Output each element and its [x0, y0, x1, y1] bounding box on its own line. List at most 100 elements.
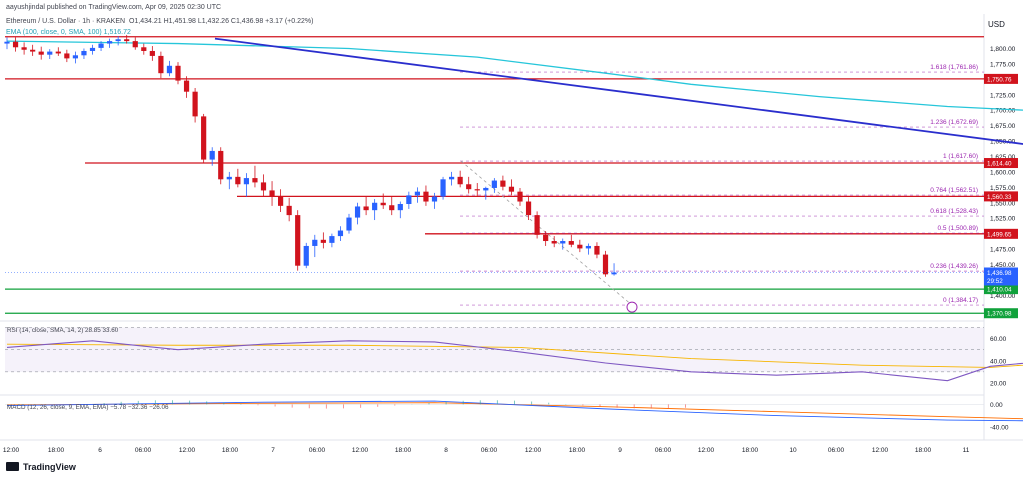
candle-body [602, 254, 609, 275]
candle-body [568, 241, 574, 245]
candle-body [354, 206, 361, 218]
candle-body [543, 234, 549, 242]
level-price-tag [984, 308, 1018, 319]
time-axis-tick-label: 12:00 [352, 447, 369, 454]
time-axis-tick-label: 10 [789, 447, 797, 454]
candle-body [525, 201, 532, 216]
level-price-tag [984, 228, 1018, 239]
price-axis-tick-label: 1,450.00 [990, 262, 1016, 269]
macd-legend: MACD (12, 26, close, 9, EMA, EMA) −5.78 … [7, 404, 169, 411]
level-price-tag [984, 158, 1018, 169]
time-axis-tick-label: 7 [271, 447, 275, 454]
candle-body [389, 205, 395, 211]
time-axis-tick-label: 18:00 [395, 447, 412, 454]
candle-body [500, 180, 506, 187]
candle-body [47, 51, 53, 55]
time-axis-tick-label: 06:00 [828, 447, 845, 454]
candle-body [431, 196, 438, 202]
fib-level-label: 0.618 (1,528.43) [930, 208, 978, 215]
candle-body [252, 178, 258, 183]
time-axis-tick-label: 12:00 [3, 447, 20, 454]
macd-line [6, 400, 1023, 422]
level-price-tag-label: 1,499.65 [987, 231, 1012, 238]
candle-body [517, 191, 523, 202]
price-axis-tick-label: 1,625.00 [990, 154, 1016, 161]
ohlc-values: O1,434.21 H1,451.98 L1,432.26 C1,436.98 … [128, 18, 314, 25]
tradingview-logo-text: TradingView [23, 462, 76, 472]
rsi-axis-tick-label: 60.00 [990, 336, 1007, 343]
candle-body [440, 179, 446, 197]
candle-body [183, 80, 190, 92]
rsi-axis-tick-label: 40.00 [990, 358, 1007, 365]
candle-body [611, 272, 617, 275]
candle-body [243, 178, 249, 185]
macd-axis-tick-label: 0.00 [990, 402, 1003, 409]
tradingview-logo: TradingView [6, 462, 76, 472]
level-price-tag [984, 284, 1018, 295]
level-price-tag-label: 1,750.76 [987, 76, 1012, 83]
time-axis-tick-label: 11 [963, 447, 970, 454]
fib-level-label: 1.236 (1,672.69) [930, 119, 978, 126]
currency-label[interactable]: USD [988, 20, 1005, 29]
candle-body [397, 204, 403, 211]
ema-100-line [6, 40, 1023, 111]
candle-body [312, 239, 318, 246]
candle-body [295, 215, 301, 266]
fib-connector-line [460, 160, 633, 306]
candle-body [508, 186, 515, 192]
candle-body [423, 191, 429, 202]
time-axis-tick-label: 06:00 [309, 447, 326, 454]
time-axis-tick-label: 18:00 [915, 447, 932, 454]
candle-body [158, 55, 164, 74]
price-axis-tick-label: 1,800.00 [990, 46, 1016, 53]
time-axis-tick-label: 12:00 [525, 447, 542, 454]
level-price-tag-label: 1,560.33 [987, 194, 1012, 201]
rsi-axis-tick-label: 20.00 [990, 380, 1007, 387]
fib-level-label: 1 (1,617.60) [943, 153, 978, 160]
candle-body [72, 55, 78, 59]
price-axis-tick-label: 1,775.00 [990, 61, 1016, 68]
candle-body [337, 230, 344, 237]
symbol-ohlc-line: Ethereum / U.S. Dollar · 1h · KRAKEN O1,… [6, 18, 313, 25]
level-price-tag [984, 191, 1018, 202]
time-axis-tick-label: 18:00 [222, 447, 239, 454]
candle-body [166, 65, 173, 74]
price-axis-tick-label: 1,675.00 [990, 123, 1016, 130]
candle-body [329, 236, 335, 243]
candle-body [235, 176, 241, 185]
candle-body [414, 191, 420, 196]
time-axis-tick-label: 12:00 [698, 447, 715, 454]
candle-body [64, 53, 70, 59]
time-axis-tick-label: 06:00 [135, 447, 152, 454]
candle-body [132, 41, 138, 48]
candle-body [124, 39, 130, 42]
fib-level-label: 1.618 (1,761.86) [930, 64, 978, 71]
candle-body [406, 195, 412, 204]
price-axis-tick-label: 1,475.00 [990, 247, 1016, 254]
time-axis-tick-label: 18:00 [569, 447, 586, 454]
published-note: aayushjindal published on TradingView.co… [6, 4, 222, 11]
macd-signal-line [6, 402, 1023, 420]
fib-level-label: 0.236 (1,439.26) [930, 263, 978, 270]
tradingview-logo-icon [6, 462, 19, 471]
candle-body [12, 41, 19, 48]
candle-body [260, 182, 267, 191]
candle-body [38, 51, 44, 55]
candle-body [30, 49, 36, 52]
ema-legend[interactable]: EMA (100, close, 0, SMA, 100) 1,516.72 [6, 29, 131, 36]
candle-body [483, 187, 489, 191]
time-axis-tick-label: 18:00 [742, 447, 759, 454]
candle-body [303, 245, 309, 266]
price-axis-tick-label: 1,725.00 [990, 92, 1016, 99]
candle-body [286, 205, 292, 216]
symbol-title[interactable]: Ethereum / U.S. Dollar · 1h · KRAKEN [6, 18, 126, 25]
candle-body [4, 41, 10, 44]
candle-body [278, 196, 284, 206]
time-axis-tick-label: 12:00 [872, 447, 889, 454]
rsi-signal-line [6, 343, 1023, 368]
level-price-tag-label: 1,614.40 [987, 161, 1012, 168]
candle-body [218, 150, 224, 180]
candle-body [585, 245, 591, 249]
